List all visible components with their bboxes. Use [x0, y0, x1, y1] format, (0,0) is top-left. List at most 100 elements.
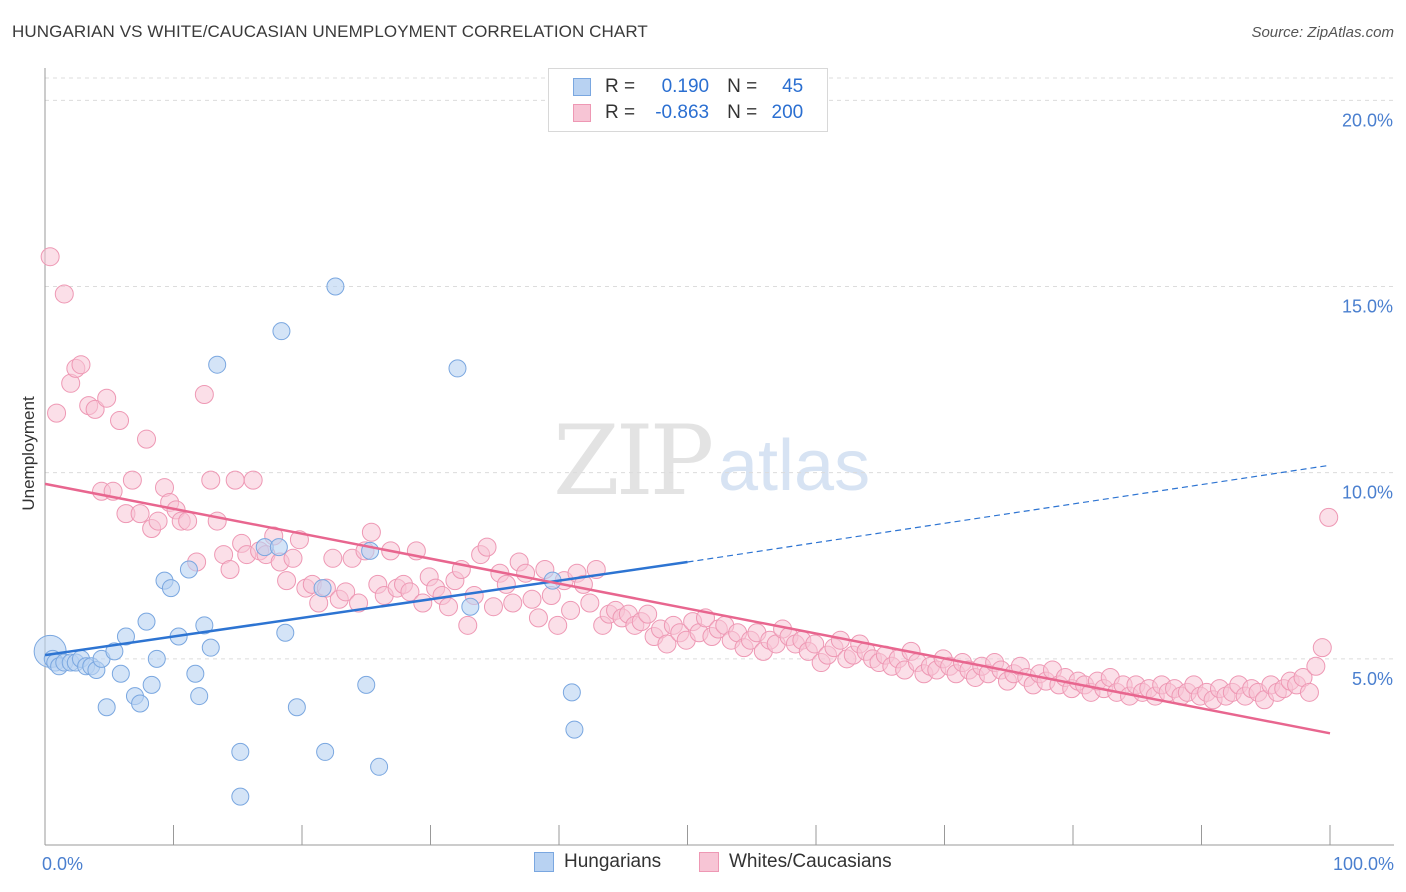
hungarians-point: [179, 560, 198, 579]
whites-caucasians-point: [336, 582, 356, 602]
legend-row-hungarians: R = 0.190 N = 45: [573, 74, 803, 100]
hungarians-trend-line: [44, 560, 688, 657]
whites-caucasians-point: [657, 634, 677, 654]
hungarians-point: [137, 612, 156, 631]
y-tick-label: 10.0%: [1342, 483, 1393, 503]
correlation-legend: R = 0.190 N = 45 R = -0.863 N = 200: [548, 68, 828, 132]
whites-caucasians-point: [496, 574, 516, 594]
grid-layer: [45, 77, 1394, 660]
x-tick-label: 0.0%: [42, 854, 83, 874]
whites-caucasians-trend-line: [44, 482, 1331, 735]
hungarians-point: [448, 359, 467, 378]
y-tick-label: 20.0%: [1342, 110, 1393, 130]
whites-caucasians-point: [243, 470, 263, 490]
legend-n-label: N =: [727, 76, 758, 97]
whites-caucasians-point: [503, 593, 523, 613]
y-axis-label: Unemployment: [19, 396, 38, 511]
hungarians-point: [195, 616, 214, 635]
legend-swatch-whites: [573, 104, 591, 122]
whites-caucasians-point: [54, 284, 74, 304]
whites-caucasians-point: [349, 593, 369, 613]
whites-caucasians-point: [220, 559, 240, 579]
series-legend-whites[interactable]: Whites/Caucasians: [699, 851, 892, 873]
whites-caucasians-point: [148, 511, 168, 531]
hungarians-point: [208, 355, 227, 374]
hungarians-point: [231, 742, 250, 761]
whites-caucasians-point: [561, 600, 581, 620]
series-legend: Hungarians Whites/Caucasians: [0, 851, 1406, 877]
whites-caucasians-point: [137, 429, 157, 449]
hungarians-point: [186, 664, 205, 683]
series-swatch-whites: [699, 852, 719, 872]
whites-caucasians-point: [283, 548, 303, 568]
hungarians-point: [287, 698, 306, 717]
whites-caucasians-point: [1319, 507, 1339, 527]
hungarians-point: [231, 787, 250, 806]
watermark-zip: ZIP: [553, 405, 714, 517]
series-label-hungarians: Hungarians: [564, 851, 662, 872]
whites-caucasians-point: [178, 511, 198, 531]
whites-caucasians-point: [400, 582, 420, 602]
whites-caucasians-point: [71, 355, 91, 375]
trend-lines: [44, 464, 1331, 735]
tick-labels: 5.0% 10.0% 15.0% 20.0% 0.0% 100.0% Unemploymen…: [19, 110, 1394, 874]
whites-caucasians-point: [1312, 638, 1332, 658]
watermark-atlas: atlas: [718, 426, 871, 506]
hungarians-point: [326, 277, 345, 296]
hungarians-point: [201, 638, 220, 657]
whites-caucasians-point: [277, 571, 297, 591]
hungarians-point: [111, 664, 130, 683]
legend-n-label: N =: [727, 102, 758, 123]
hungarians-point: [276, 623, 295, 642]
legend-r-label: R =: [605, 102, 636, 123]
whites-caucasians-point: [638, 604, 658, 624]
legend-swatch-hungarians: [573, 78, 591, 96]
whites-caucasians-point: [361, 522, 381, 542]
legend-r-value: -0.863: [655, 102, 710, 123]
whites-caucasians-points: [40, 247, 1339, 710]
hungarians-point: [313, 579, 332, 598]
hungarians-point: [269, 538, 288, 557]
whites-caucasians-point: [122, 470, 142, 490]
whites-caucasians-point: [225, 470, 245, 490]
series-legend-hungarians[interactable]: Hungarians: [534, 851, 661, 873]
hungarians-point: [97, 698, 116, 717]
whites-caucasians-point: [528, 608, 548, 628]
hungarians-point: [131, 694, 150, 713]
series-label-whites: Whites/Caucasians: [729, 851, 892, 872]
legend-r-label: R =: [605, 76, 636, 97]
chart-source: Source: ZipAtlas.com: [1251, 24, 1394, 41]
hungarians-point: [565, 720, 584, 739]
y-tick-label: 5.0%: [1352, 669, 1393, 689]
hungarians-point: [105, 642, 124, 661]
hungarians-trend-extension: [687, 464, 1331, 563]
whites-caucasians-point: [194, 384, 214, 404]
whites-caucasians-point: [1306, 656, 1326, 676]
hungarians-point: [147, 649, 166, 668]
hungarians-point: [562, 683, 581, 702]
hungarians-point: [142, 675, 161, 694]
hungarians-points: [33, 277, 584, 806]
whites-caucasians-point: [130, 504, 150, 524]
whites-caucasians-point: [483, 597, 503, 617]
legend-row-whites: R = -0.863 N = 200: [573, 100, 803, 126]
hungarians-point: [161, 579, 180, 598]
hungarians-point: [116, 627, 135, 646]
axis-layer: [44, 68, 1394, 846]
legend-n-value: 45: [782, 76, 804, 97]
hungarians-point: [190, 687, 209, 706]
whites-caucasians-point: [477, 537, 497, 557]
y-tick-label: 15.0%: [1342, 297, 1393, 317]
whites-caucasians-point: [201, 470, 221, 490]
x-tick-label: 100.0%: [1333, 854, 1394, 874]
whites-caucasians-point: [580, 593, 600, 613]
hungarians-point: [357, 675, 376, 694]
hungarians-point: [316, 742, 335, 761]
whites-caucasians-point: [805, 634, 825, 654]
hungarians-point: [272, 322, 291, 341]
whites-caucasians-point: [97, 388, 117, 408]
series-swatch-hungarians: [534, 852, 554, 872]
legend-r-value: 0.190: [661, 76, 710, 97]
whites-caucasians-point: [413, 593, 433, 613]
